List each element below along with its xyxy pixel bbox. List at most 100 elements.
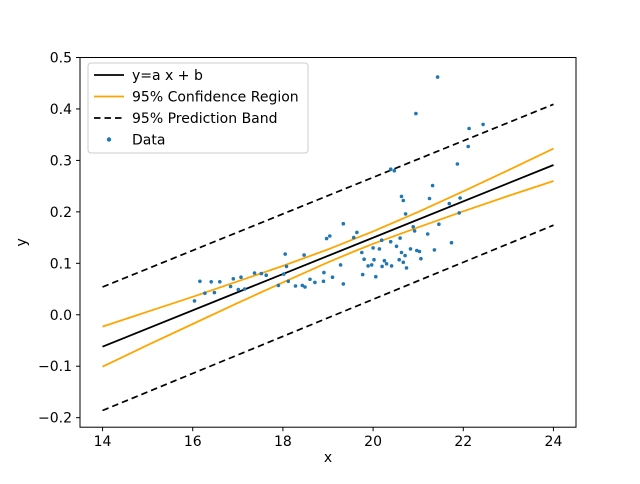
y-tick-label: 0.2	[50, 205, 72, 221]
x-tick-label: 16	[184, 434, 202, 450]
x-tick-label: 24	[545, 434, 563, 450]
data-point	[397, 257, 402, 262]
y-tick-label: −0.2	[38, 411, 72, 427]
y-axis-label: y	[14, 238, 30, 246]
data-point	[366, 264, 370, 268]
data-point	[341, 282, 346, 286]
x-tick-label: 18	[274, 434, 292, 450]
data-point	[302, 253, 306, 257]
data-point	[419, 256, 423, 261]
y-tick-label: 0.5	[50, 51, 72, 67]
data-point	[239, 275, 243, 280]
data-point	[324, 236, 329, 241]
data-point	[455, 162, 460, 166]
data-point	[380, 264, 384, 269]
data-point	[228, 284, 233, 289]
data-point	[401, 198, 406, 203]
data-point	[282, 272, 286, 276]
data-point	[209, 280, 213, 284]
data-point	[203, 291, 207, 296]
data-point	[388, 239, 393, 244]
data-point	[341, 221, 346, 226]
data-point	[415, 248, 419, 253]
x-tick-label: 14	[94, 434, 112, 450]
data-point	[293, 284, 298, 288]
prediction-band-upper-line	[102, 103, 554, 288]
data-point	[404, 266, 409, 270]
data-point	[417, 249, 422, 254]
data-point	[414, 111, 418, 116]
data-point	[412, 229, 417, 233]
x-tick-label: 20	[364, 434, 382, 450]
data-point	[313, 280, 317, 285]
data-point	[321, 279, 326, 284]
y-tick-label: 0.3	[50, 153, 72, 169]
data-point	[192, 299, 197, 303]
y-tick-label: 0.1	[50, 256, 72, 272]
y-tick-label: 0.0	[50, 308, 72, 324]
data-point	[328, 234, 332, 238]
data-point	[437, 222, 441, 226]
plot-border	[79, 57, 577, 428]
data-point	[389, 264, 394, 268]
data-point	[427, 196, 432, 201]
data-point	[355, 230, 359, 235]
data-point	[360, 272, 365, 277]
legend-label: 95% Confidence Region	[132, 90, 299, 106]
data-point	[322, 270, 326, 275]
data-point	[338, 263, 343, 267]
data-point	[330, 275, 335, 280]
legend-box	[87, 62, 309, 154]
data-point	[467, 126, 471, 131]
y-tick-label: −0.1	[38, 359, 72, 375]
data-point	[236, 287, 241, 292]
data-point	[284, 264, 289, 269]
data-point	[399, 194, 404, 199]
confidence-region-upper-line	[102, 147, 554, 328]
data-point	[369, 263, 374, 267]
data-point	[384, 262, 389, 266]
fit-line	[102, 164, 554, 348]
data-point	[374, 274, 378, 279]
data-point	[198, 279, 202, 284]
x-tick-label: 22	[454, 434, 472, 450]
data-point	[394, 244, 399, 249]
data-point	[218, 280, 222, 284]
confidence-region-lower-line	[102, 180, 554, 368]
data-point	[403, 212, 408, 216]
data-point	[392, 168, 397, 173]
data-point	[457, 211, 462, 215]
data-point	[371, 246, 375, 250]
data-point	[449, 240, 454, 245]
data-point	[403, 253, 407, 258]
data-point	[283, 252, 288, 256]
data-point	[435, 75, 440, 79]
data-point	[447, 201, 452, 206]
legend-label: Data	[132, 133, 165, 149]
data-point	[252, 271, 257, 275]
data-point	[399, 250, 404, 255]
data-point	[408, 247, 413, 251]
data-point	[303, 285, 307, 289]
x-axis-label: x	[324, 450, 332, 466]
data-point	[360, 250, 364, 255]
data-point	[379, 238, 384, 242]
data-point	[466, 144, 471, 149]
data-point	[401, 260, 406, 265]
data-point	[351, 235, 356, 240]
data-point	[372, 257, 376, 262]
data-point	[398, 236, 402, 240]
data-point	[362, 257, 366, 262]
data-point	[276, 283, 281, 288]
legend-label: y=a x + b	[132, 68, 203, 84]
data-point	[382, 258, 387, 263]
data-point	[300, 283, 305, 288]
data-point	[458, 196, 462, 200]
data-point	[411, 225, 416, 229]
data-point	[242, 287, 247, 291]
data-point	[481, 122, 485, 127]
data-point	[231, 277, 236, 281]
data-point	[377, 247, 382, 251]
